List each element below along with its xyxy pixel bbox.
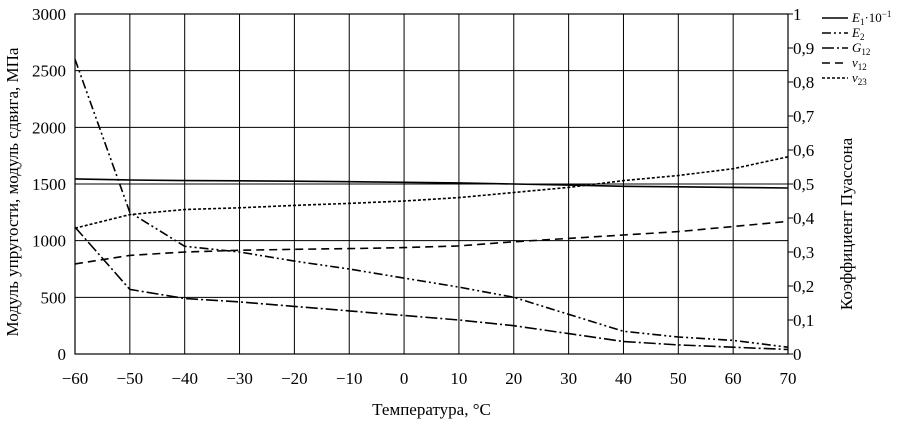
legend-label: ν23 xyxy=(852,70,867,87)
x-tick-label: 60 xyxy=(725,369,742,388)
y-right-tick-label: 0,7 xyxy=(793,107,815,126)
series-line-3 xyxy=(74,226,789,351)
x-tick-label: 0 xyxy=(400,369,409,388)
y-left-tick-label: 3000 xyxy=(32,5,66,24)
y-right-tick-label: 0,5 xyxy=(793,175,814,194)
series-group xyxy=(74,59,789,351)
x-tick-label: −20 xyxy=(281,369,308,388)
y-right-tick-label: 0 xyxy=(793,345,802,364)
legend-label: ν12 xyxy=(852,55,867,72)
series-line-5 xyxy=(74,156,789,229)
x-tick-label: −10 xyxy=(336,369,363,388)
tick-labels: −60 −50 −40 −30 −20 −10 0 10 20 30 40 50 60 700500100… xyxy=(32,5,815,388)
y-left-tick-label: 2500 xyxy=(32,62,66,81)
y-left-tick-label: 500 xyxy=(41,288,67,307)
series-line-4 xyxy=(74,220,789,265)
x-tick-label: 40 xyxy=(615,369,632,388)
x-tick-label: 50 xyxy=(670,369,687,388)
x-tick-label: −50 xyxy=(117,369,144,388)
y-right-tick-label: 0,3 xyxy=(793,243,814,262)
y-right-tick-label: 1 xyxy=(793,5,802,24)
y-right-tick-label: 0,4 xyxy=(793,209,815,228)
x-tick-label: −30 xyxy=(226,369,253,388)
legend-label: E1·10−1 xyxy=(851,9,891,27)
series-line-1 xyxy=(74,178,789,189)
y-right-tick-label: 0,1 xyxy=(793,311,814,330)
y-left-tick-label: 1500 xyxy=(32,175,66,194)
y-right-tick-label: 0,6 xyxy=(793,141,814,160)
legend-label: E2 xyxy=(851,25,864,42)
series-line-2 xyxy=(74,59,789,348)
x-tick-label: 10 xyxy=(450,369,467,388)
legend-label: G12 xyxy=(852,40,870,57)
y-axis-right-title: Коэффициент Пуассона xyxy=(837,137,856,310)
y-left-tick-label: 1000 xyxy=(32,232,66,251)
x-axis-title: Температура, °C xyxy=(372,400,491,419)
plot-frame xyxy=(74,13,789,355)
y-right-tick-label: 0,8 xyxy=(793,73,814,92)
x-tick-label: 70 xyxy=(780,369,797,388)
x-tick-label: 20 xyxy=(505,369,522,388)
x-tick-label: −60 xyxy=(62,369,89,388)
x-tick-label: 30 xyxy=(560,369,577,388)
grid xyxy=(74,13,793,355)
y-right-tick-label: 0,9 xyxy=(793,39,814,58)
y-axis-left-title: Модуль упругости, модуль сдвига, МПа xyxy=(3,47,22,336)
y-left-tick-label: 0 xyxy=(58,345,67,364)
y-right-tick-label: 0,2 xyxy=(793,277,814,296)
x-tick-label: −40 xyxy=(171,369,198,388)
y-left-tick-label: 2000 xyxy=(32,118,66,137)
